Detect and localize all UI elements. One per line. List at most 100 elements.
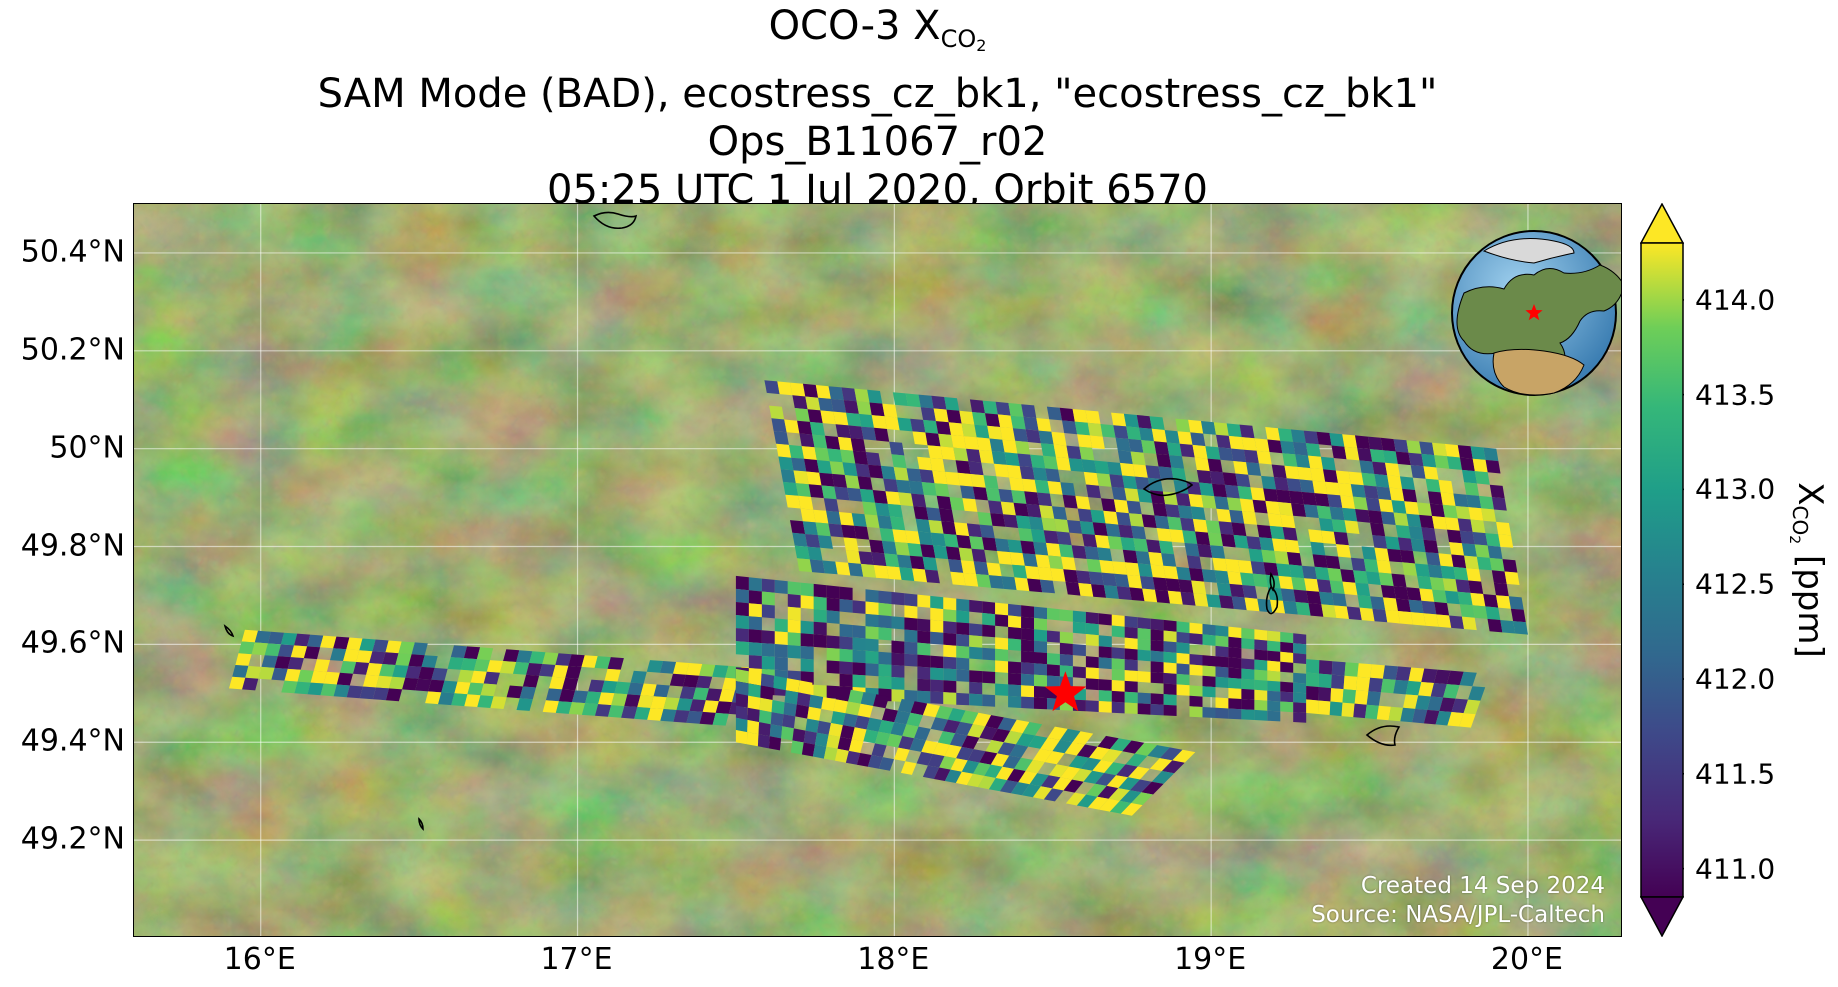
sounding-cell xyxy=(1378,572,1394,587)
sounding-cell xyxy=(807,409,823,424)
sounding-cell xyxy=(1207,532,1223,547)
sounding-cell xyxy=(415,678,432,692)
sounding-cell xyxy=(1267,439,1283,454)
xco2-soundings[interactable] xyxy=(229,380,1528,816)
sounding-cell xyxy=(760,685,774,700)
sounding-cell xyxy=(431,667,448,681)
sounding-cell xyxy=(988,575,1004,589)
sounding-cell xyxy=(1241,678,1255,690)
swath-south-scan[interactable] xyxy=(735,668,1196,816)
sounding-cell xyxy=(1293,589,1309,604)
sounding-cell xyxy=(826,660,840,674)
sounding-cell xyxy=(1150,672,1164,684)
sounding-cell xyxy=(1406,513,1422,528)
sounding-cell xyxy=(1038,430,1054,445)
sounding-cell xyxy=(986,562,1002,577)
sounding-cell xyxy=(1098,701,1112,713)
sounding-cell xyxy=(441,680,458,694)
sounding-cell xyxy=(882,403,898,418)
sounding-cell xyxy=(1084,546,1100,560)
sounding-cell xyxy=(930,619,944,633)
sounding-cell xyxy=(646,660,664,673)
sounding-cell xyxy=(676,698,693,711)
swath-north-scan[interactable] xyxy=(764,380,1528,635)
sounding-cell xyxy=(251,642,268,656)
sounding-cell xyxy=(362,674,380,688)
sounding-cell xyxy=(939,508,955,523)
swath-west-scan[interactable] xyxy=(229,629,768,728)
sounding-cell xyxy=(807,706,822,721)
sounding-cell xyxy=(982,537,997,551)
sounding-cell xyxy=(904,605,918,619)
sounding-cell xyxy=(780,469,796,484)
sounding-cell xyxy=(800,646,814,660)
sounding-cell xyxy=(1009,552,1025,566)
sounding-cell xyxy=(476,647,494,661)
sounding-cell xyxy=(1370,664,1385,679)
sounding-cell xyxy=(1346,606,1362,621)
lat-tick-label: 49.6°N xyxy=(20,625,125,661)
sounding-cell xyxy=(1438,553,1454,567)
sounding-cell xyxy=(1393,512,1409,527)
sounding-cell xyxy=(761,656,775,670)
sounding-cell xyxy=(1047,653,1060,666)
sounding-cell xyxy=(863,729,879,744)
sounding-cell xyxy=(1197,544,1213,558)
map-panel[interactable]: Created 14 Sep 2024 Source: NASA/JPL-Cal… xyxy=(133,203,1622,937)
sounding-cell xyxy=(1116,764,1138,778)
sounding-cell xyxy=(516,650,533,663)
sounding-cell xyxy=(1254,438,1270,452)
sounding-cell xyxy=(1496,521,1512,536)
swath-east-scan[interactable] xyxy=(1306,659,1486,728)
sounding-cell xyxy=(1166,442,1182,457)
sounding-cell xyxy=(1007,768,1026,783)
sounding-cell xyxy=(1257,598,1273,613)
sounding-cell xyxy=(939,756,957,770)
sounding-cell xyxy=(930,679,944,693)
sounding-cell xyxy=(1071,545,1087,559)
sounding-cell xyxy=(1215,625,1229,637)
sounding-cell xyxy=(930,532,946,547)
sounding-cell xyxy=(1156,528,1172,542)
sounding-cell xyxy=(1013,502,1029,517)
sounding-cell xyxy=(1293,702,1307,713)
sounding-cell xyxy=(948,559,964,573)
sounding-cell xyxy=(1137,671,1151,683)
sounding-cell xyxy=(897,417,913,432)
sounding-cell xyxy=(826,510,842,525)
swath-center-scan[interactable] xyxy=(735,575,1307,723)
sounding-cell xyxy=(1034,652,1047,665)
colorbar-tick-label: 412.5 xyxy=(1695,567,1776,601)
sounding-cell xyxy=(1215,676,1229,688)
sounding-cell xyxy=(1059,407,1075,422)
sounding-cell xyxy=(1080,757,1102,771)
sounding-cell xyxy=(951,434,967,449)
sounding-cell xyxy=(1167,590,1183,605)
sounding-cell xyxy=(869,402,885,417)
sounding-cell xyxy=(1291,577,1307,591)
sounding-cell xyxy=(1254,709,1268,721)
sounding-cell xyxy=(956,598,970,612)
sounding-cell xyxy=(1462,469,1477,484)
sounding-cell xyxy=(826,597,840,612)
sounding-cell xyxy=(1470,446,1486,460)
sounding-cell xyxy=(1365,497,1381,512)
sounding-cell xyxy=(917,654,931,668)
sounding-cell xyxy=(695,675,713,689)
map-canvas[interactable] xyxy=(134,204,1622,937)
sounding-cell xyxy=(1427,696,1444,711)
sounding-cell xyxy=(819,472,835,487)
sounding-cell xyxy=(1508,596,1524,610)
sounding-cell xyxy=(1372,461,1388,476)
sounding-cell xyxy=(1239,498,1255,513)
target-star-icon[interactable] xyxy=(1044,671,1087,712)
lon-tick-label: 18°E xyxy=(857,942,930,977)
sounding-cell xyxy=(1119,790,1142,803)
sounding-cell xyxy=(852,662,866,676)
sounding-cell xyxy=(1278,428,1293,442)
sounding-cell xyxy=(773,431,789,445)
target-star[interactable] xyxy=(1044,671,1087,712)
sounding-cell xyxy=(1103,510,1119,525)
sounding-cell xyxy=(735,717,748,733)
sounding-cell xyxy=(960,560,976,574)
